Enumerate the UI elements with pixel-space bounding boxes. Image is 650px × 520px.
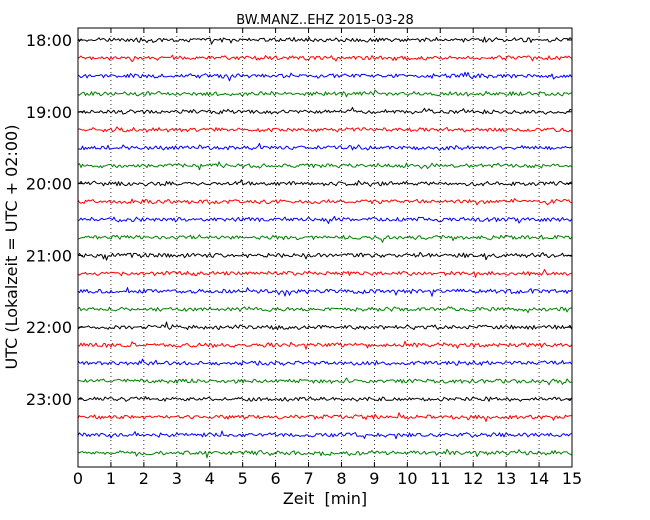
- seismic-trace: [77, 126, 572, 133]
- y-tick-label: 19:00: [26, 103, 72, 122]
- seismic-trace: [77, 430, 572, 440]
- seismic-trace: [77, 448, 572, 459]
- x-tick-label: 9: [369, 469, 379, 488]
- x-tick-label: 13: [496, 469, 516, 488]
- x-tick-label: 12: [463, 469, 483, 488]
- seismic-trace: [77, 306, 572, 314]
- seismic-trace: [77, 234, 572, 243]
- seismic-trace: [77, 377, 572, 386]
- x-tick-label: 0: [73, 469, 83, 488]
- seismic-trace: [77, 89, 572, 98]
- seismic-trace: [77, 106, 572, 115]
- seismic-trace: [77, 179, 572, 187]
- seismic-trace: [77, 71, 572, 82]
- y-tick-label: 20:00: [26, 175, 72, 194]
- y-axis-label: UTC (Lokalzeit = UTC + 02:00): [2, 125, 21, 370]
- x-tick-label: 1: [106, 469, 116, 488]
- seismic-trace: [77, 215, 572, 224]
- y-tick-label: 18:00: [26, 31, 72, 50]
- seismic-trace: [77, 287, 572, 297]
- x-tick-label: 6: [271, 469, 281, 488]
- seismic-trace: [77, 54, 572, 63]
- y-tick-label: 22:00: [26, 318, 72, 337]
- seismic-trace: [77, 321, 572, 331]
- x-tick-label: 2: [139, 469, 149, 488]
- x-tick-label: 15: [562, 469, 582, 488]
- seismic-trace: [77, 358, 572, 366]
- x-tick-label: 14: [529, 469, 549, 488]
- y-axis-ticks: 18:00 19:00 20:00 21:00 22:00 23:00: [26, 31, 572, 409]
- seismic-trace: [77, 161, 572, 171]
- x-tick-label: 10: [397, 469, 417, 488]
- seismic-trace: [77, 142, 572, 151]
- x-tick-label: 4: [205, 469, 215, 488]
- seismic-trace: [77, 251, 572, 261]
- x-axis-label: Zeit [min]: [283, 489, 367, 508]
- seismic-trace: [77, 198, 572, 206]
- chart-title: BW.MANZ..EHZ 2015-03-28: [236, 13, 414, 28]
- seismic-traces: [77, 36, 572, 459]
- x-tick-label: 3: [172, 469, 182, 488]
- y-tick-label: 23:00: [26, 390, 72, 409]
- seismic-trace: [77, 412, 572, 422]
- x-tick-label: 8: [336, 469, 346, 488]
- x-tick-label: 7: [303, 469, 313, 488]
- seismic-trace: [77, 340, 572, 350]
- seismic-trace: [77, 396, 572, 402]
- x-tick-label: 11: [430, 469, 450, 488]
- seismic-trace: [77, 36, 572, 45]
- x-tick-label: 5: [238, 469, 248, 488]
- y-tick-label: 21:00: [26, 246, 72, 265]
- seismic-trace: [77, 269, 572, 278]
- plot-frame: [77, 27, 573, 468]
- x-axis-ticks: 0 1 2 3 4 5 6 7 8 9 10 11 12 13 14 15: [73, 28, 582, 488]
